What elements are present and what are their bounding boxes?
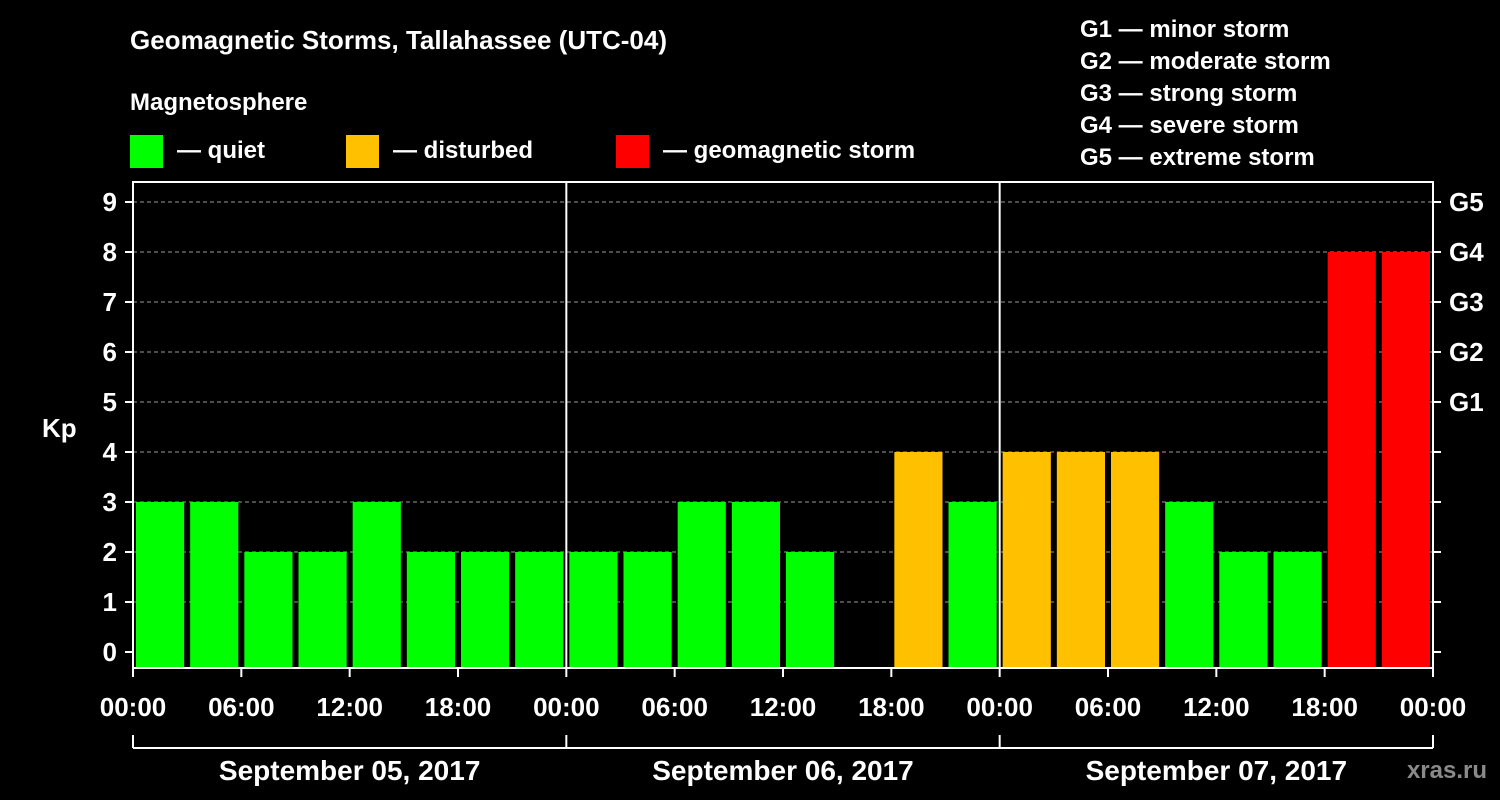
bar <box>1002 452 1051 668</box>
bar <box>406 552 455 668</box>
legend: — quiet — disturbed — geomagnetic storm <box>130 135 915 168</box>
bar <box>1381 252 1430 668</box>
bar <box>894 452 943 668</box>
bar <box>244 552 293 668</box>
bars <box>136 252 1430 668</box>
g-scale-label: G3 <box>1449 287 1484 317</box>
y-tick-label: 4 <box>103 437 118 467</box>
x-tick-label: 12:00 <box>750 692 817 722</box>
x-tick-label: 18:00 <box>1291 692 1358 722</box>
bar <box>1056 452 1105 668</box>
bar <box>136 502 185 668</box>
legend-label-storm: — geomagnetic storm <box>663 137 915 164</box>
bar <box>623 552 672 668</box>
bar <box>677 502 726 668</box>
legend-swatch-quiet <box>130 135 163 168</box>
x-tick-label: 06:00 <box>208 692 275 722</box>
bar <box>1219 552 1268 668</box>
y-axis-title: Kp <box>42 413 77 443</box>
bar <box>786 552 835 668</box>
y-tick-label: 3 <box>103 487 117 517</box>
bar <box>948 502 997 668</box>
y-tick-label: 8 <box>103 237 117 267</box>
day-label: September 06, 2017 <box>652 755 914 786</box>
grid-lines <box>133 201 1433 603</box>
legend-label-quiet: — quiet <box>177 137 265 164</box>
brand-watermark: xras.ru <box>1407 757 1487 784</box>
x-tick-label: 06:00 <box>1075 692 1142 722</box>
y-tick-label: 7 <box>103 287 117 317</box>
bar <box>190 502 239 668</box>
day-label: September 05, 2017 <box>219 755 481 786</box>
bar <box>352 502 401 668</box>
bar <box>298 552 347 668</box>
y-tick-label: 0 <box>103 637 117 667</box>
x-tick-label: 06:00 <box>641 692 708 722</box>
tick-labels: 0 1 2 3 4 5 6 7 8 9 G1 G2 G3 G4 G5 00:00 06:00 12:00 18:00… <box>100 187 1484 786</box>
x-tick-label: 00:00 <box>966 692 1033 722</box>
x-tick-label: 12:00 <box>1183 692 1250 722</box>
bar <box>1273 552 1322 668</box>
storm-scale-g2: G2 — moderate storm <box>1080 48 1331 75</box>
y-tick-label: 5 <box>103 387 117 417</box>
x-tick-label: 00:00 <box>1400 692 1467 722</box>
bar <box>461 552 510 668</box>
y-tick-label: 6 <box>103 337 117 367</box>
chart-subtitle: Magnetosphere <box>130 89 307 116</box>
legend-label-disturbed: — disturbed <box>393 137 533 164</box>
bar <box>1327 252 1376 668</box>
x-tick-label: 12:00 <box>316 692 383 722</box>
storm-scale-g4: G4 — severe storm <box>1080 112 1299 139</box>
day-label: September 07, 2017 <box>1086 755 1348 786</box>
axes <box>125 181 1441 749</box>
storm-scale-list: G1 — minor storm G2 — moderate storm G3 … <box>1080 16 1331 171</box>
y-tick-label: 2 <box>103 537 117 567</box>
g-scale-label: G2 <box>1449 337 1484 367</box>
g-scale-label: G1 <box>1449 387 1484 417</box>
storm-scale-g1: G1 — minor storm <box>1080 16 1289 43</box>
y-tick-label: 9 <box>103 187 117 217</box>
bar <box>569 552 618 668</box>
storm-scale-g3: G3 — strong storm <box>1080 80 1297 107</box>
x-tick-label: 00:00 <box>533 692 600 722</box>
x-tick-label: 18:00 <box>858 692 925 722</box>
bar <box>1165 502 1214 668</box>
legend-swatch-disturbed <box>346 135 379 168</box>
g-scale-label: G4 <box>1449 237 1484 267</box>
g-scale-label: G5 <box>1449 187 1484 217</box>
storm-scale-g5: G5 — extreme storm <box>1080 144 1315 171</box>
x-tick-label: 18:00 <box>425 692 492 722</box>
bar <box>515 552 564 668</box>
y-tick-label: 1 <box>103 587 117 617</box>
bar <box>1111 452 1160 668</box>
bar <box>731 502 780 668</box>
x-tick-label: 00:00 <box>100 692 167 722</box>
legend-swatch-storm <box>616 135 649 168</box>
chart-title: Geomagnetic Storms, Tallahassee (UTC-04) <box>130 25 667 55</box>
